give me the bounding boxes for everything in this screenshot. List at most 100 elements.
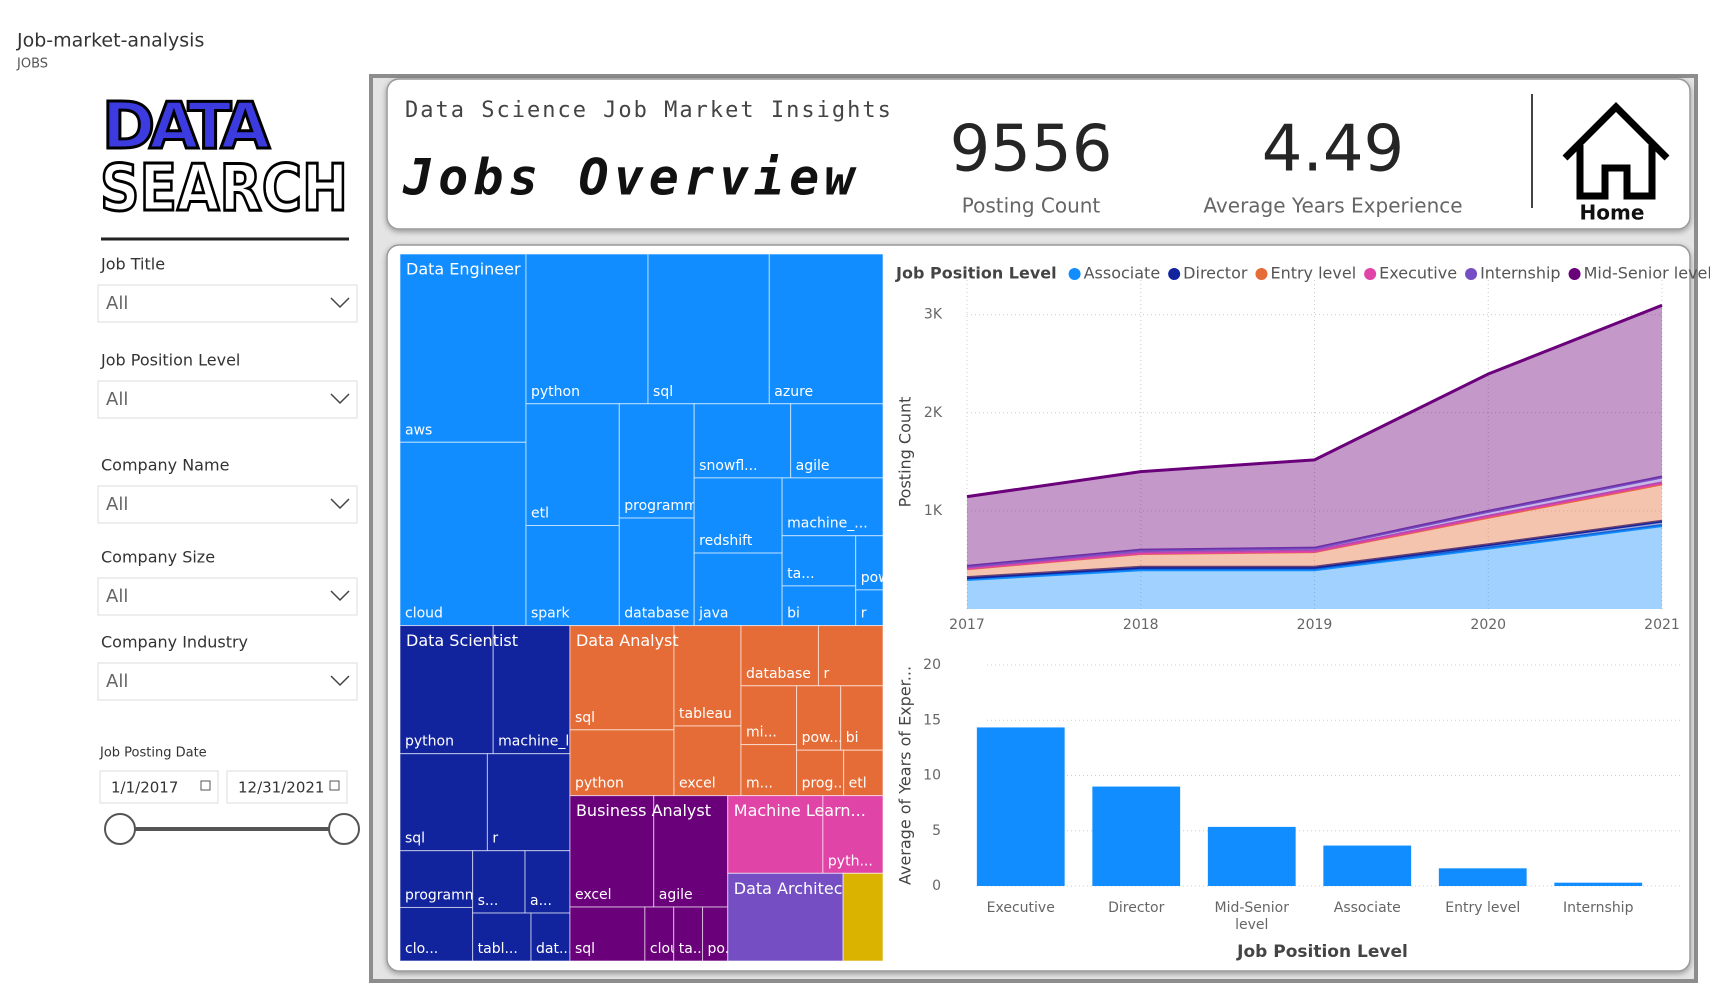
- treemap-cell-label: bi: [846, 730, 859, 746]
- date-end-box[interactable]: [226, 770, 348, 804]
- treemap-cell-label: java: [698, 606, 728, 622]
- legend-swatch: [1364, 268, 1377, 280]
- treemap-cell: [399, 753, 488, 852]
- treemap-cell: [817, 625, 884, 687]
- chevron: [330, 675, 350, 687]
- kpi-value: 9556: [950, 113, 1113, 187]
- x-tick-label: 2021: [1644, 617, 1680, 633]
- treemap-cell: [399, 441, 527, 627]
- treemap-cell-label: azure: [774, 384, 813, 400]
- treemap-cell-label: r: [823, 666, 829, 682]
- treemap-cell: [525, 253, 649, 405]
- dropdown-value: All: [106, 586, 128, 607]
- series-line: [966, 303, 1663, 499]
- series-area: [967, 525, 1662, 609]
- treemap-cell: [492, 625, 571, 755]
- y-tick-label: 20: [923, 657, 941, 673]
- treemap-cell: [842, 872, 884, 962]
- bar: [1323, 845, 1412, 886]
- x-tick-label-box: Associate: [1333, 900, 1401, 916]
- treemap-cell-label: excel: [679, 776, 716, 792]
- y-tick-label: 3K: [924, 307, 943, 323]
- treemap-cell-label: sql: [405, 831, 425, 847]
- treemap-cell: [693, 403, 792, 479]
- x-tick-label: Internship: [1563, 900, 1634, 916]
- treemap-cell-label: agile: [796, 458, 830, 474]
- y-tick-label: 1K: [924, 503, 943, 519]
- treemap-cell-label: ta...: [679, 941, 706, 957]
- treemap-cell: [525, 403, 620, 527]
- filter-label: Job Title: [100, 255, 165, 274]
- treemap-cell-label: sql: [575, 710, 595, 726]
- slider-handle[interactable]: [328, 813, 360, 845]
- header-title: Jobs Overview: [402, 149, 859, 207]
- x-tick-label-box: Entry level: [1445, 900, 1521, 916]
- treemap-group-label: Data Scientist: [406, 631, 518, 650]
- filter-label: Job Position Level: [100, 351, 240, 370]
- legend-swatch: [1068, 268, 1081, 280]
- treemap-cell: [569, 729, 675, 797]
- legend-swatch: [1568, 268, 1581, 280]
- bar: [1092, 786, 1181, 886]
- treemap-cell-label: machine_...: [787, 516, 868, 532]
- slider-handle[interactable]: [104, 813, 136, 845]
- series-line: [966, 481, 1663, 570]
- treemap-cell: [843, 749, 884, 797]
- date-start-box[interactable]: [99, 770, 219, 804]
- treemap-cell-label: redshift: [699, 533, 753, 549]
- treemap-cell: [530, 912, 571, 962]
- treemap-cell-label: tabl...: [478, 941, 518, 957]
- y-tick-label: 15: [923, 712, 941, 728]
- x-axis-label: Job Position Level: [1236, 942, 1408, 962]
- series-area: [967, 477, 1662, 569]
- treemap-cell-label: etl: [531, 506, 549, 522]
- treemap-cell: [399, 850, 474, 908]
- treemap-cell-label: pyth...: [828, 853, 873, 869]
- logo-line1: DATA: [102, 90, 270, 164]
- legend-swatch: [1465, 268, 1478, 280]
- legend-swatch: [1255, 268, 1268, 280]
- home-label[interactable]: Home: [1580, 201, 1645, 225]
- treemap-cell: [399, 253, 527, 443]
- y-axis-label: Average of Years of Exper...: [896, 666, 915, 885]
- treemap-cell: [781, 477, 884, 537]
- dropdown[interactable]: [97, 577, 358, 616]
- treemap-cell: [768, 253, 884, 405]
- dropdown[interactable]: [97, 662, 358, 701]
- date-filter-label: Job Posting Date: [99, 746, 207, 761]
- treemap-cell: [569, 625, 675, 731]
- treemap-cell-label: cloud: [405, 606, 443, 622]
- calendar-icon: [200, 780, 211, 791]
- series-area: [967, 305, 1662, 567]
- chevron: [330, 590, 350, 602]
- series-line: [966, 475, 1663, 568]
- treemap-cell-label: r: [492, 831, 498, 847]
- treemap-cell: [855, 589, 884, 627]
- kpi-value: 4.49: [1262, 113, 1405, 187]
- bar: [1438, 868, 1527, 886]
- treemap-cell-label: r: [861, 606, 867, 622]
- x-tick-label: 2019: [1297, 617, 1333, 633]
- treemap-group-label: Data Engineer: [406, 260, 521, 279]
- y-tick-label: 0: [932, 878, 941, 894]
- x-tick-label: 2018: [1123, 617, 1159, 633]
- x-tick-label-box: Mid-Senior level: [1215, 900, 1290, 933]
- treemap-cell-label: prog...: [802, 776, 847, 792]
- bar: [1554, 882, 1643, 886]
- x-tick-label: Associate: [1333, 900, 1401, 916]
- filter-label: Company Industry: [101, 633, 248, 652]
- legend-swatch: [1168, 268, 1181, 280]
- dropdown[interactable]: [97, 284, 358, 323]
- treemap-cell: [569, 906, 646, 962]
- legend-label: Mid-Senior level: [1584, 264, 1710, 283]
- home-icon[interactable]: [1562, 102, 1670, 200]
- dropdown[interactable]: [97, 485, 358, 524]
- legend-label: Associate: [1084, 264, 1161, 283]
- treemap-cell-label: mi...: [746, 725, 777, 741]
- dropdown[interactable]: [97, 380, 358, 419]
- x-tick-label: Entry level: [1445, 900, 1521, 916]
- date-start: 1/1/2017: [111, 779, 178, 797]
- legend-label: Director: [1183, 264, 1248, 283]
